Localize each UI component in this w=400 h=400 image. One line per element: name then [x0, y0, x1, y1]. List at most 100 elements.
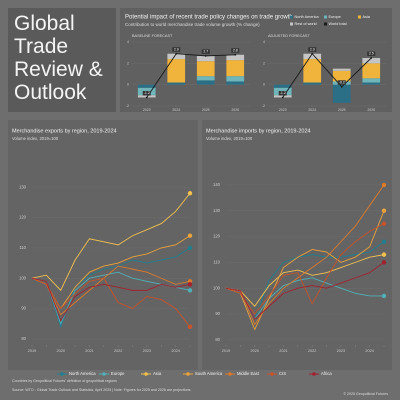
x-tick-label: 2025: [202, 108, 210, 112]
bar-segment: [303, 59, 322, 83]
x-tick-label: 2019: [222, 349, 230, 353]
series-line: [31, 192, 191, 292]
legend-label: Europe: [111, 371, 125, 376]
legend-dot: [270, 372, 274, 376]
total-label-box: [172, 47, 181, 52]
x-tick-label: 2020: [57, 349, 65, 353]
legend-label: CIS: [279, 371, 286, 376]
series-line: [31, 277, 191, 322]
total-label: 2.9: [310, 47, 315, 51]
legend-label: Europe: [329, 15, 341, 19]
y-tick-label: 130: [19, 184, 27, 189]
total-label: 2.5: [369, 52, 374, 56]
bar-segment: [303, 82, 322, 85]
legend-dot: [102, 372, 106, 376]
bar-segment: [332, 68, 351, 71]
world-total-line: [282, 53, 372, 98]
total-marker: [175, 52, 178, 55]
series-line: [31, 265, 191, 316]
end-marker: [381, 239, 387, 244]
series-line: [225, 210, 385, 331]
y-tick-label: -2: [262, 104, 265, 108]
bar-segment: [167, 53, 186, 60]
x-tick-label: 2021: [85, 349, 93, 353]
x-tick-label: 2019: [28, 349, 36, 353]
bar-segment: [362, 58, 381, 64]
total-label: 2.7: [203, 50, 208, 54]
y-tick-label: -2: [126, 104, 129, 108]
y-tick-label: 120: [213, 234, 221, 239]
bar-segment: [226, 54, 245, 61]
series-line: [225, 184, 385, 326]
legend-label: North America: [295, 15, 320, 19]
copyright: © 2025 Geopolitical Futures: [343, 392, 388, 396]
chart-subtitle: Volume index, 2019=100: [206, 136, 253, 141]
total-label-box: [142, 90, 151, 96]
legend-swatch: [290, 15, 293, 19]
y-tick-label: 110: [19, 245, 26, 250]
x-tick-label: 2026: [231, 108, 239, 112]
end-marker: [187, 191, 193, 196]
imports-panel: [202, 120, 392, 370]
end-marker: [381, 208, 387, 213]
legend-dot: [186, 372, 190, 376]
y-tick-label: 100: [19, 275, 27, 280]
series-line: [225, 262, 385, 320]
end-marker: [381, 252, 387, 257]
bar-segment: [196, 61, 215, 77]
exports-panel: [8, 120, 198, 370]
bar-segment: [167, 82, 186, 85]
y-tick-label: 0: [263, 83, 265, 87]
legend-label: Africa: [321, 371, 332, 376]
x-tick-label: 2025: [338, 108, 346, 112]
subchart-title: BASELINE FORECAST: [132, 34, 173, 38]
y-tick-label: 4: [263, 40, 265, 44]
y-tick-label: 2: [263, 61, 265, 65]
total-label-box: [367, 51, 376, 56]
y-tick-label: 110: [213, 259, 220, 264]
total-marker: [340, 85, 343, 88]
total-label: -0.2: [339, 81, 345, 85]
series-line: [31, 277, 191, 328]
bar-segment: [362, 78, 381, 83]
legend-label: Rest of world: [295, 22, 317, 26]
legend-dot: [312, 372, 316, 376]
end-marker: [187, 288, 193, 293]
x-tick-label: 2026: [367, 108, 375, 112]
total-marker: [311, 52, 314, 55]
bar-segment: [303, 53, 322, 60]
legend-swatch: [290, 22, 293, 26]
end-marker: [187, 282, 193, 287]
legend-label: Asia: [363, 15, 371, 19]
end-marker: [381, 293, 387, 299]
bar-segment: [362, 82, 381, 85]
total-marker: [370, 57, 373, 59]
main-title: Global Trade Review & Outlook: [14, 12, 103, 104]
total-marker: [204, 54, 207, 57]
chart-title: Merchandise exports by region, 2019-2024: [12, 128, 117, 134]
bar-segment: [273, 84, 292, 88]
impact-subtitle: Contribution to world merchandise trade …: [125, 22, 260, 27]
y-tick-label: 100: [213, 285, 221, 290]
legend-label: South America: [195, 371, 223, 376]
total-label-box: [231, 48, 240, 53]
bar-segment: [196, 55, 215, 62]
legend-dot: [144, 372, 148, 376]
legend-swatch: [324, 22, 327, 26]
x-tick-label: 2024: [365, 349, 373, 353]
end-marker: [381, 260, 387, 265]
x-tick-label: 2024: [172, 108, 180, 112]
legend-label: Asia: [153, 371, 162, 376]
x-tick-label: 2020: [251, 349, 259, 353]
x-tick-label: 2023: [143, 108, 151, 112]
legend-label: North America: [69, 371, 96, 376]
bar-segment: [332, 70, 351, 82]
bar-segment: [137, 84, 156, 88]
legend-swatch: [358, 15, 361, 19]
bar-segment: [226, 76, 245, 82]
y-tick-label: 2: [127, 61, 129, 65]
legend-dot: [228, 372, 232, 376]
chart-subtitle: Volume index, 2019=100: [12, 136, 59, 141]
